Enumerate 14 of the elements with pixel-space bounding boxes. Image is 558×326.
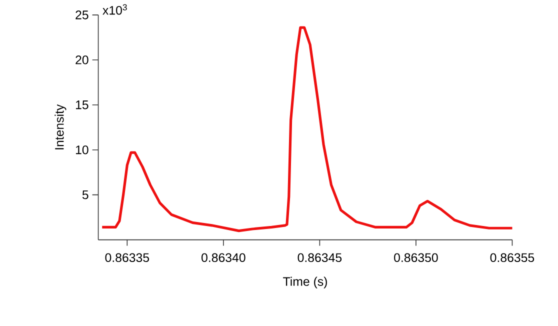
line-series — [100, 26, 514, 232]
x-axis-title: Time (s) — [283, 276, 327, 288]
y-tick-label: 10 — [76, 145, 88, 154]
x-tick-label: 0.86355 — [490, 253, 534, 262]
y-axis-title: Intensity — [54, 104, 66, 150]
y-tick-label: 5 — [82, 190, 88, 199]
y-tick-label: 25 — [76, 10, 88, 20]
x-tick-label: 0.86335 — [105, 253, 150, 262]
x-tick-label: 0.86345 — [298, 253, 342, 262]
text: x10$^{3}$ — [102, 4, 127, 15]
y-tick-label: 20 — [76, 55, 88, 64]
x-tick-label: 0.86340 — [202, 253, 246, 262]
x-tick-label: 0.86350 — [394, 253, 438, 262]
y-tick-label: 15 — [76, 100, 88, 110]
